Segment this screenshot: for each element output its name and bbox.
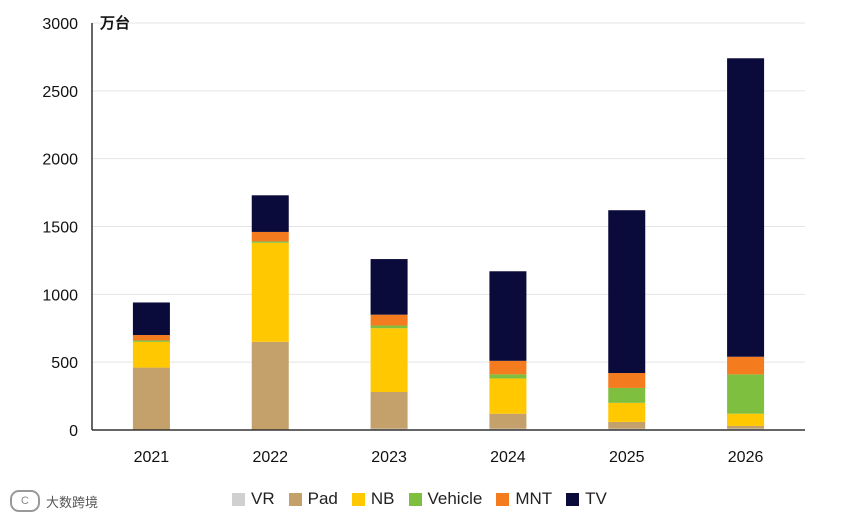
legend-label: VR	[251, 489, 275, 508]
bar-segment-vehicle-2022	[251, 241, 289, 243]
legend-label: NB	[370, 489, 395, 508]
legend-swatch	[496, 492, 510, 506]
x-tick-label: 2026	[728, 449, 764, 466]
bar-segment-tv-2024	[489, 271, 527, 361]
legend-item-mnt: MNT	[496, 489, 552, 509]
brand-logo-icon: C	[10, 490, 40, 512]
legend-label: MNT	[515, 489, 553, 508]
bar-segment-vehicle-2024	[489, 374, 527, 379]
bar-segment-tv-2026	[727, 58, 765, 357]
x-tick-label: 2021	[134, 449, 170, 466]
x-tick-label: 2023	[371, 449, 407, 466]
bar-segment-tv-2023	[370, 259, 408, 315]
bar-segment-pad-2024	[489, 413, 527, 429]
brand-watermark: C 大数跨境	[10, 490, 98, 512]
bar-segment-tv-2025	[608, 210, 646, 374]
axes: 0 500 1000 1500 2000 2500 3000 2021 2022 2023 2024…	[42, 16, 805, 466]
y-tick-label: 2000	[42, 152, 78, 169]
legend-item-vr: VR	[232, 489, 275, 509]
x-tick-label: 2024	[490, 449, 526, 466]
bar-segment-pad-2022	[251, 341, 289, 430]
y-tick-label: 0	[69, 423, 78, 440]
legend: VR Pad NB Vehicle MNT TV	[232, 489, 621, 509]
bar-segment-mnt-2023	[370, 314, 408, 326]
bar-segment-mnt-2026	[727, 356, 765, 375]
bar-segment-tv-2022	[251, 195, 289, 232]
bar-segment-nb-2021	[132, 341, 170, 368]
x-tick-label: 2022	[252, 449, 288, 466]
x-tick-label: 2025	[609, 449, 645, 466]
bar-segment-nb-2026	[727, 413, 765, 426]
y-tick-label: 500	[51, 355, 78, 372]
legend-item-vehicle: Vehicle	[408, 489, 483, 509]
legend-item-nb: NB	[351, 489, 395, 509]
legend-swatch	[288, 492, 302, 506]
legend-swatch	[408, 492, 422, 506]
y-tick-label: 2500	[42, 84, 78, 101]
legend-item-tv: TV	[566, 489, 607, 509]
bar-segment-mnt-2025	[608, 373, 646, 388]
legend-label: Pad	[307, 489, 338, 508]
y-tick-label: 1500	[42, 220, 78, 237]
y-tick-label: 1000	[42, 287, 78, 304]
legend-item-pad: Pad	[288, 489, 338, 509]
bar-segment-nb-2023	[370, 328, 408, 393]
legend-label: TV	[585, 489, 607, 508]
bar-segment-mnt-2024	[489, 360, 527, 375]
bar-segment-vehicle-2021	[132, 340, 170, 342]
bars	[132, 58, 765, 430]
bar-segment-mnt-2021	[132, 335, 170, 341]
bar-segment-vehicle-2025	[608, 387, 646, 403]
bar-segment-pad-2021	[132, 367, 170, 430]
stacked-bar-chart: 0 500 1000 1500 2000 2500 3000 2021 2022 2023 2024…	[42, 14, 805, 466]
bar-segment-tv-2021	[132, 302, 170, 336]
legend-label: Vehicle	[427, 489, 483, 508]
gridlines	[92, 22, 805, 363]
bar-segment-pad-2026	[727, 425, 765, 429]
brand-logo-text: 大数跨境	[46, 494, 99, 510]
bar-segment-pad-2025	[608, 421, 646, 429]
legend-swatch	[232, 492, 245, 506]
unit-label: 万台	[99, 14, 130, 32]
bar-segment-vehicle-2026	[727, 374, 765, 414]
bar-segment-nb-2022	[251, 242, 289, 342]
bar-segment-pad-2023	[370, 392, 408, 429]
legend-swatch	[351, 492, 365, 506]
legend-swatch	[566, 492, 580, 506]
bar-segment-nb-2025	[608, 402, 646, 422]
bar-segment-vehicle-2023	[370, 325, 408, 329]
y-tick-label: 3000	[42, 16, 78, 33]
bar-segment-nb-2024	[489, 378, 527, 414]
bar-segment-mnt-2022	[251, 231, 289, 242]
